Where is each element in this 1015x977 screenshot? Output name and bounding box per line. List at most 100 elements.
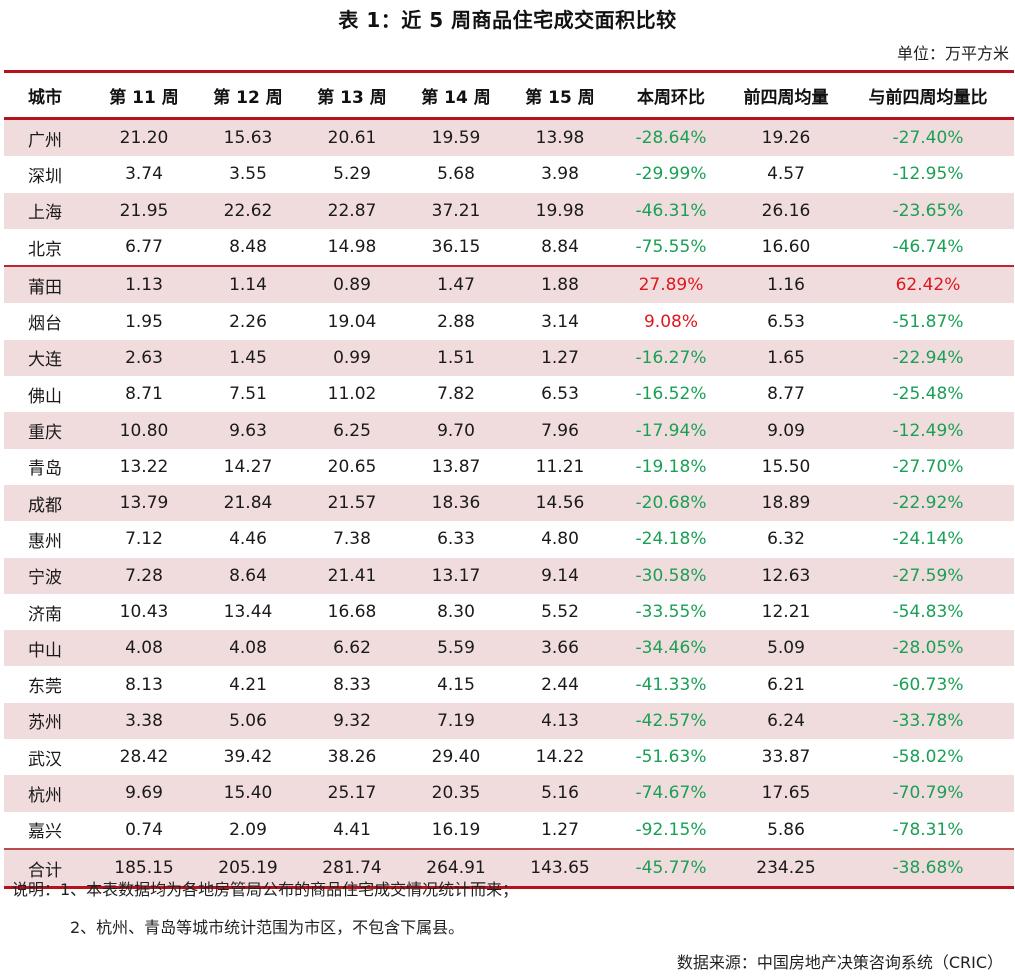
cell-week-15: 3.14 [541, 311, 579, 332]
cell-week-13: 14.98 [327, 237, 377, 258]
cell-week-11: 8.13 [125, 674, 163, 695]
cell-week-15: 143.65 [530, 858, 590, 879]
cell-city: 上海 [28, 203, 62, 224]
cell-week-12: 7.51 [229, 384, 267, 405]
cell-city: 佛山 [28, 386, 62, 407]
table-row: 佛山 8.71 7.51 11.02 7.82 6.53 -16.52% 8.77 -25.48… [4, 376, 1014, 412]
total-top-rule [4, 847, 1014, 850]
cell-week-13: 38.26 [327, 747, 377, 768]
cell-week-12: 5.06 [229, 710, 267, 731]
cell-week-12: 4.08 [229, 638, 267, 659]
cell-week-12: 4.46 [229, 529, 267, 550]
cell-week-15: 1.27 [541, 347, 579, 368]
cell-week-12: 1.45 [229, 347, 267, 368]
cell-week-11: 13.79 [119, 493, 169, 514]
cell-week-over-week: -33.55% [635, 602, 707, 622]
header-city: 城市 [28, 87, 62, 108]
cell-week-over-week: -34.46% [635, 638, 707, 659]
cell-week-11: 3.74 [125, 164, 163, 185]
cell-week-14: 37.21 [431, 200, 481, 221]
cell-week-13: 21.57 [327, 493, 377, 514]
cell-week-over-week: -19.18% [635, 456, 707, 477]
transaction-area-table: 城市 第 11 周 第 12 周 第 13 周 第 14 周 第 15 周 本周… [4, 70, 1014, 890]
cell-week-15: 4.13 [541, 710, 579, 731]
cell-week-15: 5.16 [541, 783, 579, 804]
table-row: 成都 13.79 21.84 21.57 18.36 14.56 -20.68% 18.89 -… [4, 484, 1014, 522]
cell-week-14: 18.36 [431, 493, 481, 514]
data-source: 数据来源：中国房地产决策咨询系统（CRIC） [676, 953, 1003, 972]
cell-week-13: 281.74 [322, 858, 382, 879]
cell-week-11: 10.80 [119, 420, 169, 441]
cell-city: 烟台 [28, 314, 62, 335]
cell-four-week-avg: 4.57 [767, 164, 805, 185]
cell-week-14: 6.33 [437, 529, 475, 550]
cell-week-13: 4.41 [333, 819, 371, 840]
cell-vs-four-week-avg: -46.74% [892, 237, 964, 258]
table-row: 杭州 9.69 15.40 25.17 20.35 5.16 -74.67% 17.65 -70… [4, 775, 1014, 812]
cell-week-14: 29.40 [431, 747, 481, 768]
note-line-1: 说明：1、本表数据均为各地房管局公布的商品住宅成交情况统计而来； [12, 880, 519, 899]
table-row: 广州 21.20 15.63 20.61 19.59 13.98 -28.64% 19.26 -… [4, 120, 1014, 157]
header-vs-four-week-avg: 与前四周均量比 [868, 87, 988, 108]
cell-week-12: 3.55 [229, 164, 267, 185]
table-title: 表 1：近 5 周商品住宅成交面积比较 [338, 8, 677, 32]
table-row: 重庆 10.80 9.63 6.25 9.70 7.96 -17.94% 9.09 -12.49… [4, 412, 1014, 449]
cell-vs-four-week-avg: -58.02% [892, 747, 964, 768]
cell-city: 深圳 [28, 166, 62, 187]
table-total-row: 合计 185.15 205.19 281.74 264.91 143.65 -45.77% 2… [4, 849, 1014, 887]
cell-city: 惠州 [28, 531, 62, 552]
cell-week-14: 13.87 [431, 456, 481, 477]
cell-vs-four-week-avg: -23.65% [892, 200, 964, 221]
cell-week-12: 14.27 [223, 456, 273, 477]
cell-week-12: 39.42 [223, 747, 273, 768]
cell-four-week-avg: 9.09 [767, 420, 805, 441]
note-line-2: 2、杭州、青岛等城市统计范围为市区，不包含下属县。 [70, 918, 465, 937]
cell-four-week-avg: 8.77 [767, 384, 805, 405]
cell-week-13: 25.17 [327, 783, 377, 804]
table-top-rule [4, 70, 1014, 73]
cell-week-over-week: 27.89% [638, 275, 704, 296]
header-week-11: 第 11 周 [109, 87, 179, 108]
cell-week-over-week: 9.08% [643, 311, 698, 332]
cell-vs-four-week-avg: -22.92% [892, 493, 964, 514]
cell-week-13: 20.61 [327, 128, 377, 149]
cell-week-15: 1.88 [541, 275, 579, 296]
cell-city: 广州 [28, 130, 62, 151]
cell-vs-four-week-avg: -27.40% [892, 128, 964, 149]
cell-week-15: 9.14 [541, 565, 579, 586]
cell-week-11: 7.28 [125, 565, 163, 586]
cell-four-week-avg: 12.21 [761, 602, 811, 622]
cell-week-11: 185.15 [114, 858, 174, 879]
cell-week-12: 205.19 [218, 858, 278, 879]
table-body: 广州 21.20 15.63 20.61 19.59 13.98 -28.64% 19.26 -… [4, 120, 1014, 848]
table-row: 烟台 1.95 2.26 19.04 2.88 3.14 9.08% 6.53 -51.87% [4, 303, 1014, 339]
cell-week-14: 8.30 [437, 602, 475, 622]
cell-week-14: 9.70 [437, 420, 475, 441]
cell-week-13: 8.33 [333, 674, 371, 695]
cell-week-14: 1.47 [437, 275, 475, 296]
cell-week-12: 9.63 [229, 420, 267, 441]
cell-week-12: 15.63 [223, 128, 273, 149]
cell-four-week-avg: 6.53 [767, 311, 805, 332]
cell-four-week-avg: 6.24 [767, 710, 805, 731]
cell-week-over-week: -17.94% [635, 420, 707, 441]
table-row: 苏州 3.38 5.06 9.32 7.19 4.13 -42.57% 6.24 -33.78% [4, 702, 1014, 740]
cell-four-week-avg: 26.16 [761, 200, 811, 221]
cell-week-11: 13.22 [119, 456, 169, 477]
cell-week-13: 0.99 [333, 347, 371, 368]
cell-week-11: 1.13 [125, 275, 163, 296]
cell-week-13: 0.89 [333, 275, 371, 296]
cell-week-over-week: -45.77% [635, 858, 707, 879]
cell-week-14: 5.68 [437, 164, 475, 185]
cell-week-14: 7.82 [437, 384, 475, 405]
cell-city: 青岛 [28, 459, 62, 480]
cell-vs-four-week-avg: -70.79% [892, 783, 964, 804]
cell-week-15: 1.27 [541, 819, 579, 840]
cell-four-week-avg: 6.21 [767, 674, 805, 695]
cell-week-over-week: -41.33% [635, 674, 707, 695]
cell-week-14: 19.59 [431, 128, 481, 149]
cell-week-over-week: -20.68% [635, 493, 707, 514]
cell-week-11: 3.38 [125, 710, 163, 731]
cell-week-14: 4.15 [437, 674, 475, 695]
cell-four-week-avg: 12.63 [761, 565, 811, 586]
